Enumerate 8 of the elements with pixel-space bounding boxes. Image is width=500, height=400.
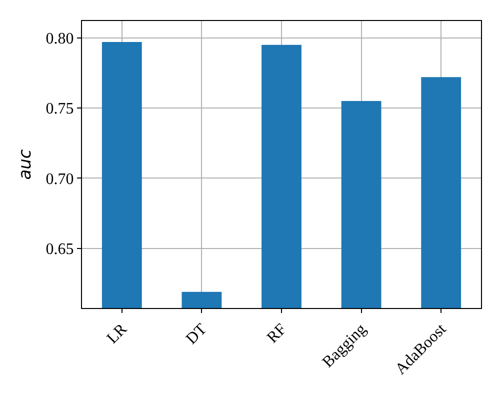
x-tick-label: DT	[183, 320, 210, 348]
x-tick-label: LR	[104, 320, 131, 348]
y-tick-label: 0.75	[46, 100, 74, 118]
y-axis-title: auc	[15, 148, 36, 180]
y-tick-label: 0.65	[46, 240, 74, 258]
y-tick-label: 0.70	[46, 170, 74, 188]
x-tick-label: RF	[264, 320, 290, 347]
y-tick-label: 0.80	[46, 30, 74, 48]
